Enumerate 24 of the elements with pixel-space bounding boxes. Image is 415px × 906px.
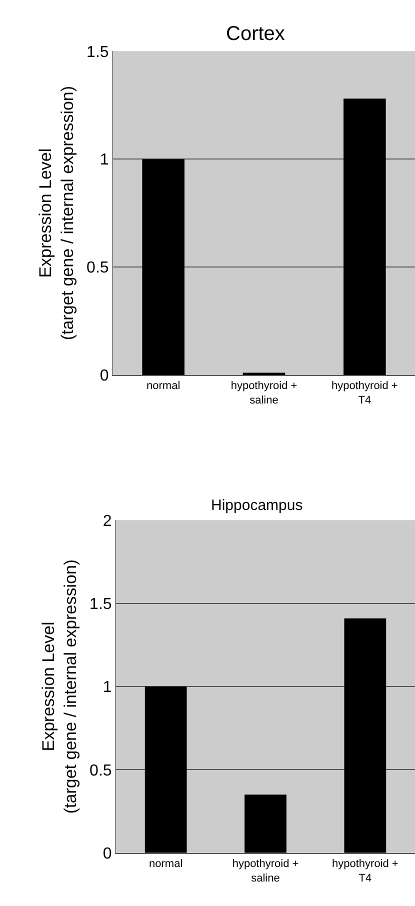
y-tick-label: 1: [100, 152, 109, 169]
chart-title: Hippocampus: [211, 497, 303, 514]
chart-title: Cortex: [226, 23, 285, 45]
x-tick-label: hypothyroid + T4: [332, 858, 398, 884]
y-tick-label: 1.5: [86, 44, 109, 61]
x-tick-label: hypothyroid + saline: [232, 858, 299, 884]
y-tick-label: 0.5: [90, 762, 112, 780]
y-tick-label: 0.5: [86, 260, 109, 277]
y-tick-label: 1: [102, 679, 112, 696]
bar: [244, 794, 286, 853]
y-tick-label: 0: [100, 368, 109, 385]
y-tick-label: 2: [102, 512, 112, 530]
y-axis-title: Expression Level (target gene / internal expression): [39, 559, 80, 814]
x-tick-label: hypothyroid + T4: [331, 380, 398, 406]
bar: [142, 159, 184, 375]
x-tick-label: normal: [146, 380, 180, 392]
y-tick-label: 0: [102, 845, 112, 862]
y-tick-label: 1.5: [90, 596, 112, 613]
bar: [344, 618, 386, 853]
x-tick-label: hypothyroid + saline: [230, 380, 298, 406]
y-axis-title: Expression Level (target gene / internal expression): [36, 86, 78, 340]
bar: [144, 686, 187, 853]
x-tick-label: normal: [149, 858, 183, 870]
bar: [344, 98, 386, 375]
